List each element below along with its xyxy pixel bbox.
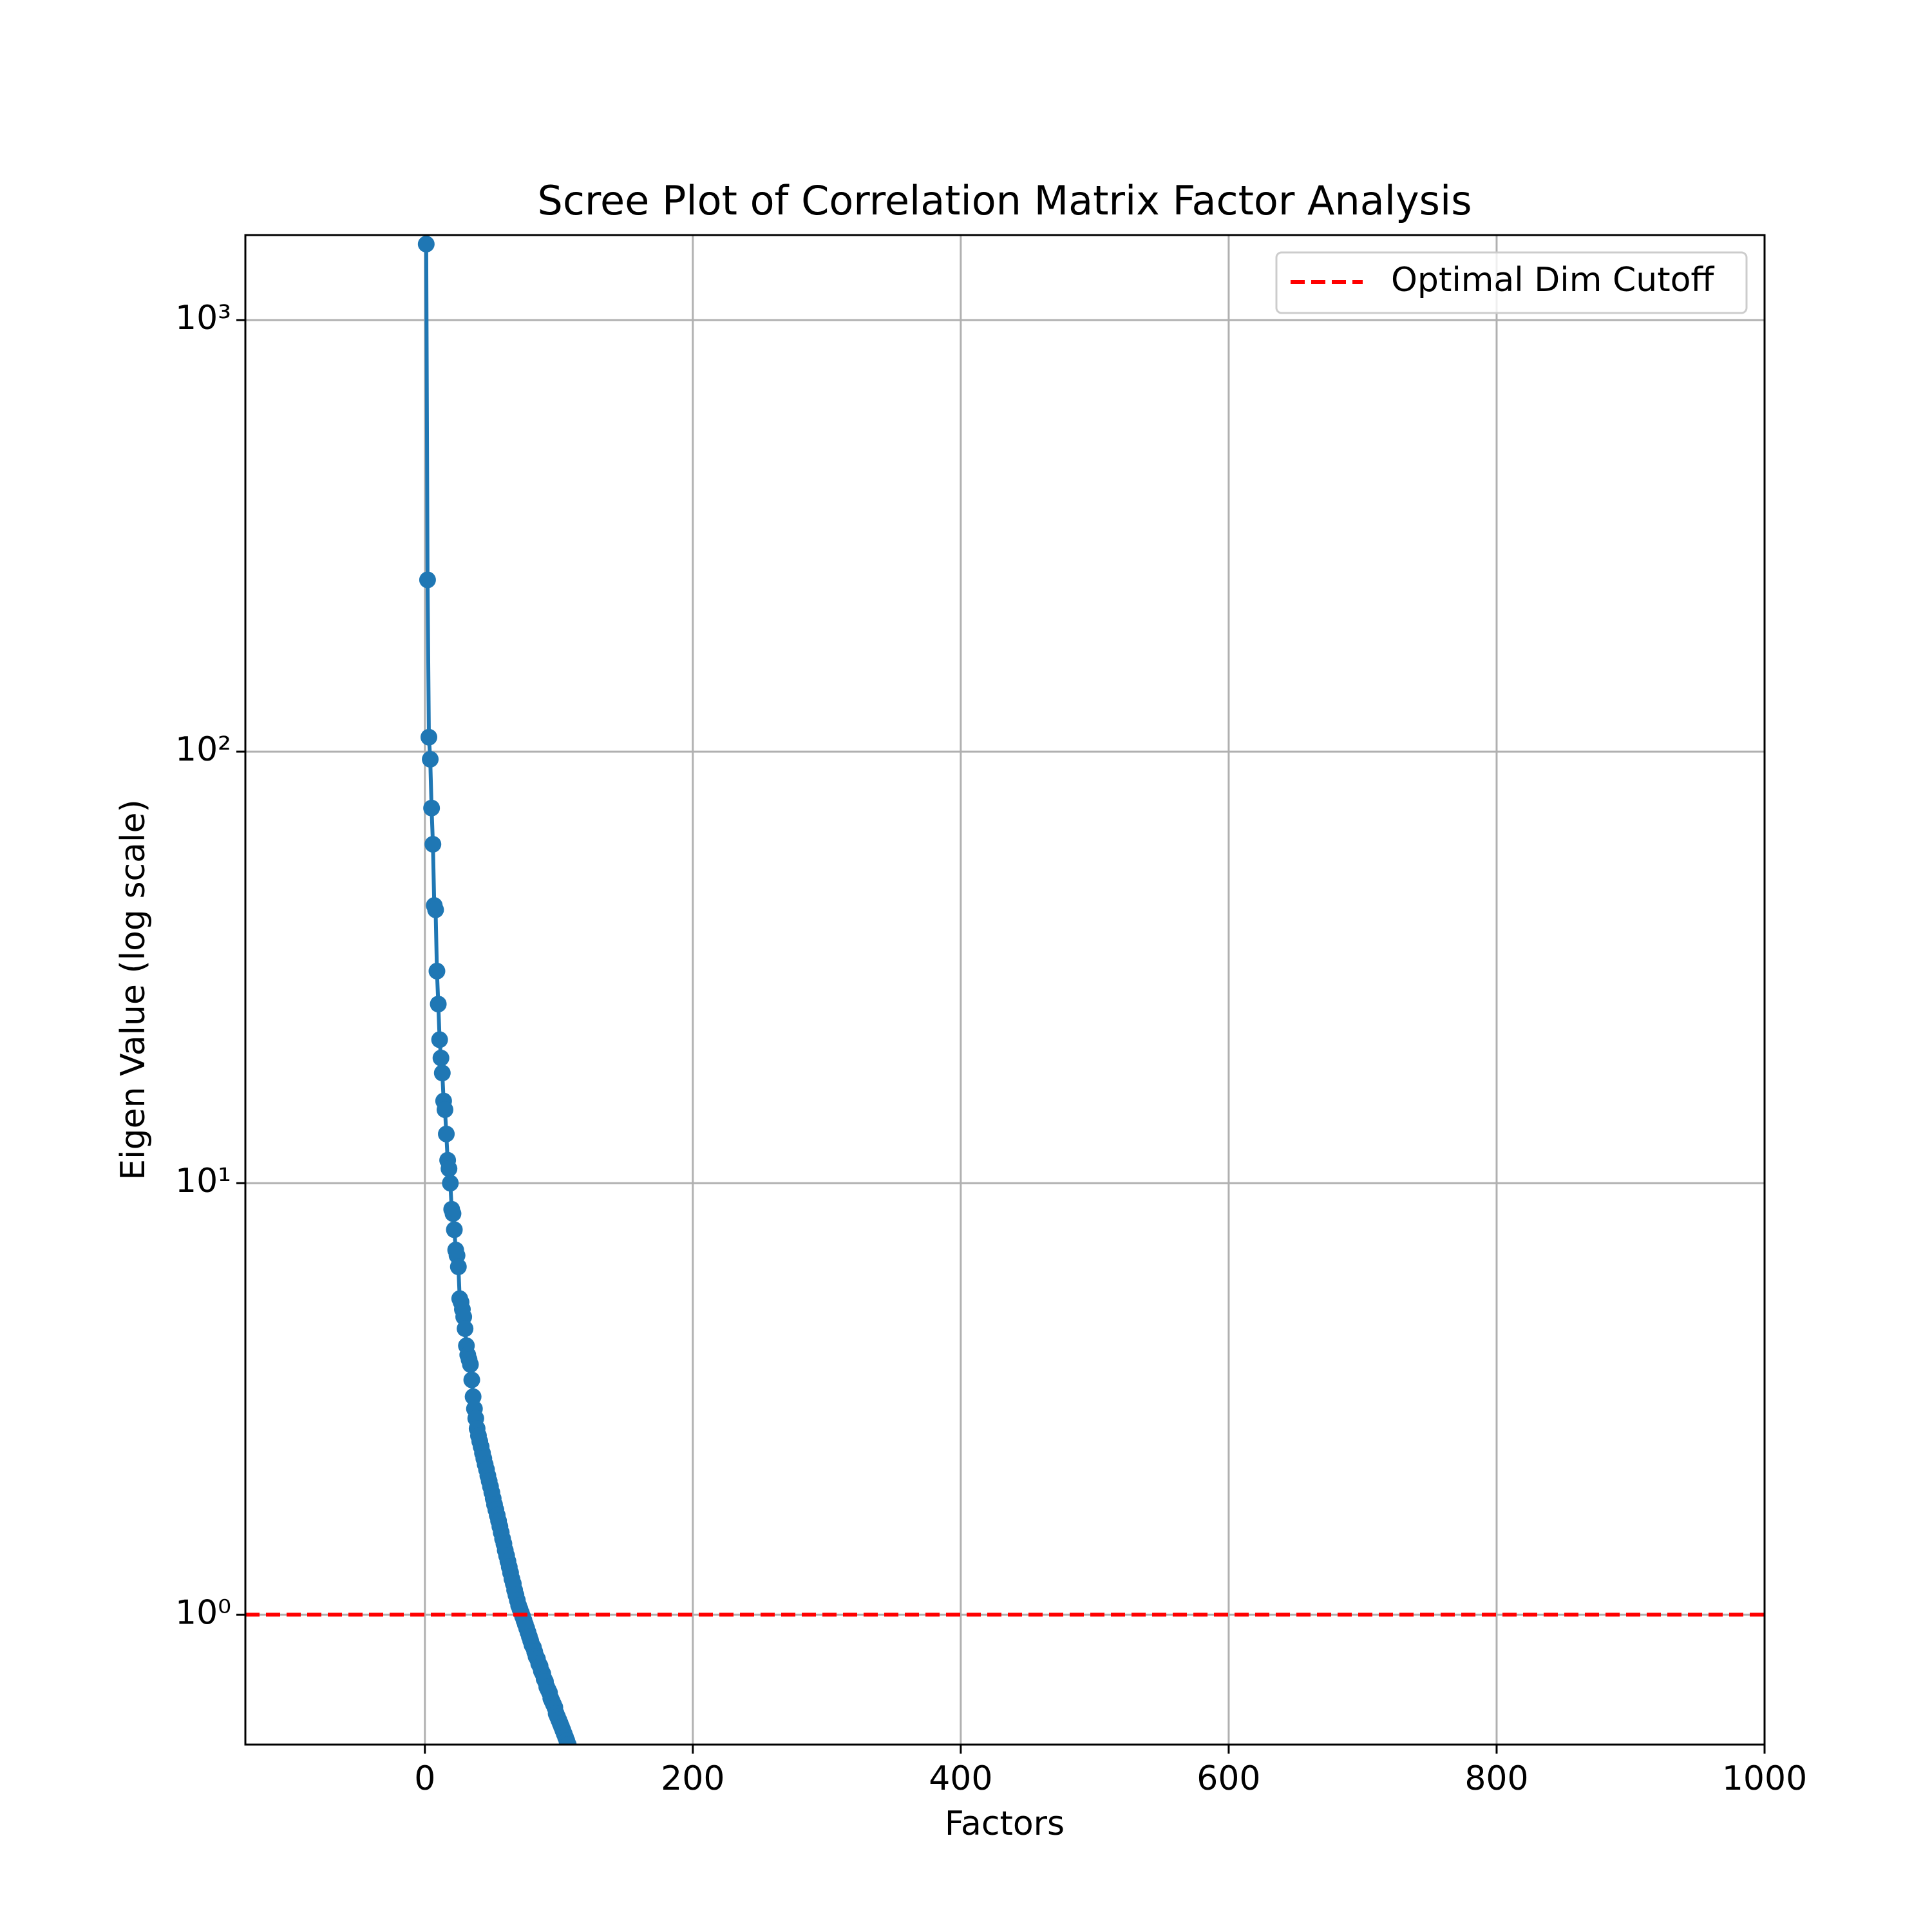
data-point bbox=[431, 1031, 448, 1048]
ticks: 0 200 400 600 800 1000 10⁰ 10¹ 10² 10³ bbox=[175, 299, 1807, 1798]
data-point bbox=[433, 1065, 451, 1082]
y-axis-label: Eigen Value (log scale) bbox=[114, 799, 153, 1180]
x-tick-label: 800 bbox=[1464, 1759, 1528, 1798]
y-tick-label: 10⁰ bbox=[175, 1593, 231, 1632]
data-point bbox=[438, 1125, 455, 1142]
data-point bbox=[560, 1736, 577, 1745]
data-point bbox=[428, 962, 446, 980]
data-point bbox=[446, 1221, 463, 1238]
x-tick-label: 600 bbox=[1197, 1759, 1260, 1798]
data-point bbox=[423, 799, 440, 817]
data-point bbox=[440, 1160, 458, 1177]
legend-box bbox=[1275, 251, 1748, 314]
data-point bbox=[463, 1371, 480, 1388]
y-tick-label: 10¹ bbox=[175, 1162, 231, 1200]
axes-frame bbox=[244, 234, 1766, 1746]
data-point bbox=[464, 1388, 482, 1405]
data-point bbox=[442, 1175, 459, 1192]
x-tick-label: 1000 bbox=[1722, 1759, 1807, 1798]
data-point bbox=[424, 835, 442, 853]
legend-label: Optimal Dim Cutoff bbox=[1391, 261, 1714, 299]
x-tick-label: 0 bbox=[414, 1759, 435, 1798]
x-tick-label: 400 bbox=[929, 1759, 992, 1798]
data-point bbox=[419, 571, 436, 589]
data-point bbox=[450, 1258, 467, 1276]
x-tick-label: 200 bbox=[661, 1759, 724, 1798]
y-tick-label: 10² bbox=[175, 730, 231, 769]
x-axis-label: Factors bbox=[945, 1804, 1065, 1843]
y-tick-label: 10³ bbox=[175, 299, 231, 337]
chart-title: Scree Plot of Correlation Matrix Factor … bbox=[537, 177, 1472, 224]
data-point bbox=[422, 750, 439, 768]
data-point bbox=[432, 1049, 450, 1066]
legend: Optimal Dim Cutoff bbox=[1275, 251, 1748, 314]
data-point bbox=[462, 1356, 479, 1373]
data-point bbox=[427, 901, 444, 918]
data-point bbox=[430, 996, 447, 1013]
data-point bbox=[436, 1101, 453, 1119]
data-point bbox=[457, 1320, 474, 1338]
data-point bbox=[444, 1205, 462, 1222]
data-point bbox=[417, 236, 435, 253]
data-point bbox=[420, 728, 437, 746]
plot-area bbox=[245, 236, 1765, 1745]
